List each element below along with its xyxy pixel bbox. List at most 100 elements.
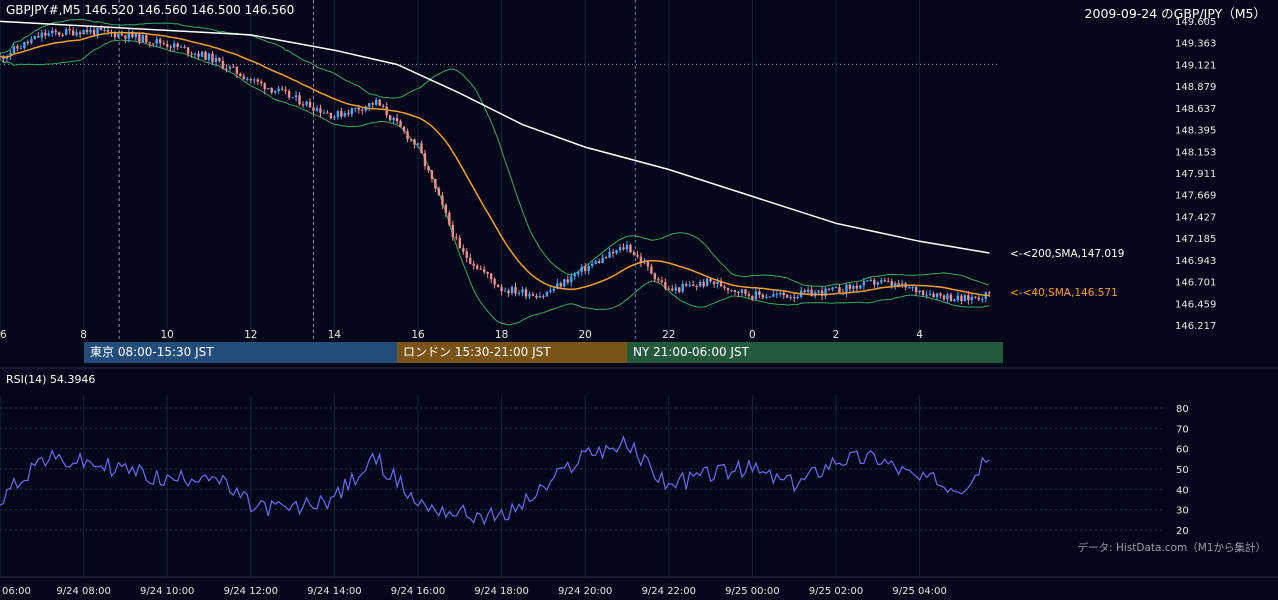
- candle-up: [517, 292, 521, 294]
- candle-up: [681, 284, 684, 292]
- candle-up: [207, 53, 211, 60]
- candle-down: [660, 280, 664, 283]
- candle-down: [263, 83, 266, 90]
- candle-down: [678, 287, 681, 292]
- candle-up: [869, 279, 873, 281]
- candle-up: [343, 113, 347, 117]
- candle-up: [134, 33, 138, 38]
- candle-up: [214, 57, 218, 63]
- candle-down: [287, 91, 291, 98]
- candle-up: [416, 143, 420, 145]
- candle-down: [124, 35, 127, 39]
- candle-down: [883, 280, 886, 282]
- candle-down: [71, 30, 75, 36]
- candle-up: [615, 250, 618, 254]
- candle-down: [535, 295, 538, 298]
- sma200-line: [0, 20, 990, 254]
- time-tick-label: 12: [244, 329, 257, 341]
- candle-down: [712, 281, 716, 284]
- candle-up: [305, 101, 308, 105]
- candle-up: [772, 294, 775, 297]
- candle-down: [726, 287, 730, 291]
- candle-down: [855, 285, 859, 289]
- candle-up: [155, 39, 158, 44]
- candle-down: [301, 104, 305, 106]
- candle-up: [521, 289, 524, 293]
- candle-down: [695, 285, 698, 287]
- candle-up: [956, 295, 960, 300]
- candle-up: [510, 287, 514, 294]
- time-tick-label: 20: [579, 329, 592, 341]
- candle-down: [361, 109, 364, 111]
- candle-up: [876, 282, 879, 285]
- candle-down: [159, 39, 162, 44]
- candle-down: [371, 103, 374, 105]
- candle-down: [225, 68, 228, 70]
- candle-up: [824, 288, 827, 296]
- candle-down: [462, 248, 465, 252]
- candle-up: [103, 29, 106, 31]
- candle-up: [845, 284, 848, 293]
- candle-up: [866, 280, 869, 282]
- candle-up: [117, 33, 120, 38]
- candle-up: [315, 108, 319, 111]
- candle-down: [685, 284, 688, 286]
- candle-up: [705, 278, 709, 286]
- candle-down: [458, 237, 461, 249]
- candle-down: [737, 291, 740, 293]
- candle-up: [698, 281, 702, 287]
- candle-down: [476, 265, 479, 269]
- candle-up: [291, 97, 294, 99]
- price-tick-label: 148.153: [1175, 147, 1216, 158]
- candle-up: [75, 32, 78, 36]
- candle-up: [946, 294, 949, 300]
- time-tick-label: 8: [80, 329, 87, 341]
- price-tick-label: 146.701: [1175, 278, 1216, 289]
- rsi-time-tick-label: 9/24 10:00: [140, 586, 194, 597]
- candle-down: [319, 108, 322, 113]
- candle-down: [186, 47, 190, 54]
- candle-down: [256, 79, 259, 82]
- candle-up: [601, 257, 604, 263]
- candle-down: [890, 281, 893, 286]
- candle-up: [246, 78, 249, 80]
- candle-up: [336, 111, 340, 117]
- time-tick-label: 16: [411, 329, 425, 341]
- candle-down: [632, 252, 636, 255]
- candle-down: [761, 294, 765, 298]
- candle-down: [691, 284, 695, 286]
- candle-down: [16, 46, 19, 49]
- price-tick-label: 147.185: [1175, 234, 1216, 245]
- candle-down: [744, 289, 747, 295]
- candle-down: [298, 95, 301, 105]
- candle-down: [406, 131, 409, 140]
- candle-down: [566, 279, 569, 283]
- candle-down: [974, 296, 977, 298]
- candle-up: [503, 290, 507, 292]
- time-tick-label: 22: [662, 329, 675, 341]
- candle-up: [354, 107, 357, 109]
- price-tick-label: 149.605: [1175, 17, 1216, 28]
- candle-up: [9, 53, 12, 57]
- candle-up: [834, 287, 838, 289]
- candle-up: [900, 283, 904, 287]
- candle-down: [810, 289, 813, 297]
- session-tokyo: 東京 08:00-15:30 JST: [84, 342, 397, 363]
- candle-up: [775, 294, 778, 296]
- candle-up: [82, 29, 85, 35]
- candle-down: [559, 283, 563, 287]
- candle-up: [587, 265, 590, 272]
- price-tick-label: 146.943: [1175, 256, 1216, 267]
- time-tick-label: 6: [0, 329, 7, 341]
- candle-up: [556, 283, 559, 289]
- candle-down: [838, 287, 841, 293]
- candle-up: [590, 263, 594, 266]
- candle-down: [465, 251, 468, 258]
- price-tick-label: 146.217: [1175, 321, 1216, 332]
- rsi-tick-label: 30: [1176, 506, 1189, 517]
- rsi-line: [0, 435, 990, 526]
- candle-down: [388, 115, 392, 121]
- candle-down: [190, 53, 193, 55]
- sma40-line: [0, 31, 990, 297]
